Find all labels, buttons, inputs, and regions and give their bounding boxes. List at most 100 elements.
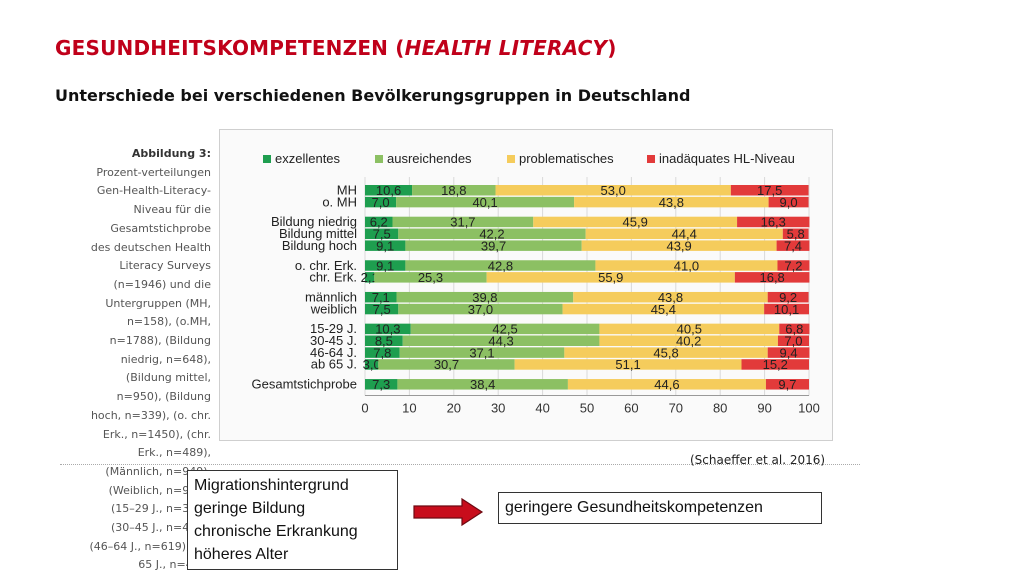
bar-segment — [776, 240, 810, 251]
data-label: 44,6 — [654, 377, 679, 392]
data-label: 37,0 — [468, 302, 493, 317]
data-label: 42,5 — [492, 322, 517, 337]
x-tick-label: 10 — [402, 401, 416, 416]
bar-segment — [595, 260, 778, 271]
bar-segment — [410, 323, 600, 335]
page-title: GESUNDHEITSKOMPETENZEN (HEALTH LITERACY) — [55, 36, 617, 60]
data-label: 5,8 — [787, 227, 805, 242]
data-label: 16,3 — [761, 215, 786, 230]
data-label: 25,3 — [418, 270, 443, 285]
bar-segment — [365, 303, 399, 315]
legend-swatch — [375, 155, 383, 163]
figure-caption: Abbildung 3: Prozent-verteilungen Gen-He… — [88, 145, 212, 575]
bar-segment — [397, 379, 568, 390]
bar-segment — [365, 335, 403, 346]
y-category-label: 30-45 J. — [310, 333, 357, 348]
risk-factors-box: Migrationshintergrund geringe Bildung ch… — [187, 470, 398, 570]
legend-label: exzellentes — [275, 151, 341, 166]
x-tick-label: 70 — [669, 401, 683, 416]
data-label: 45,9 — [623, 215, 648, 230]
legend-label: inadäquates HL-Niveau — [659, 151, 795, 166]
data-label: 6,2 — [370, 215, 388, 230]
x-tick-label: 30 — [491, 401, 505, 416]
factor-item: geringe Bildung — [194, 500, 306, 517]
bar-segment — [402, 335, 600, 346]
data-label: 3,0 — [363, 357, 381, 372]
data-label: 40,1 — [472, 195, 497, 210]
bar-segment — [365, 260, 406, 271]
data-label: 43,8 — [659, 195, 684, 210]
bar-segment — [737, 216, 810, 228]
bar-segment — [365, 379, 398, 390]
bar-segment — [599, 335, 778, 346]
bar-segment — [378, 359, 515, 370]
factor-item: Migrationshintergrund — [194, 477, 349, 494]
data-label: 15,2 — [763, 357, 788, 372]
data-label: 18,8 — [441, 183, 466, 198]
bar-segment — [767, 347, 810, 358]
caption-text: Prozent-verteilungen Gen-Health-Literacy… — [89, 165, 212, 572]
bar-segment — [365, 347, 400, 358]
bar-segment — [764, 303, 809, 315]
bar-segment — [567, 379, 766, 390]
data-label: 53,0 — [601, 183, 626, 198]
bar-segment — [585, 228, 783, 240]
bar-segment — [392, 216, 534, 228]
data-label: 9,0 — [780, 195, 798, 210]
data-label: 37,1 — [469, 345, 494, 360]
data-label: 40,5 — [677, 322, 702, 337]
y-category-label: chr. Erk. — [309, 270, 357, 285]
x-tick-label: 40 — [535, 401, 549, 416]
result-box: geringere Gesundheitskompetenzen — [498, 492, 822, 524]
bar-segment — [533, 216, 738, 228]
data-label: 55,9 — [598, 270, 623, 285]
data-label: 7,8 — [373, 345, 391, 360]
divider — [60, 464, 860, 465]
bar-segment — [365, 291, 397, 303]
data-label: 44,4 — [672, 227, 697, 242]
data-label: 8,5 — [375, 334, 393, 349]
bar-segment — [564, 347, 768, 358]
y-category-label: Bildung mittel — [279, 226, 357, 241]
bar-segment — [562, 303, 765, 315]
y-category-label: ab 65 J. — [311, 357, 357, 372]
bar-segment — [514, 359, 742, 370]
x-tick-label: 100 — [798, 401, 820, 416]
bar-segment — [768, 196, 809, 208]
legend-label: ausreichendes — [387, 151, 472, 166]
bar-segment — [581, 240, 777, 251]
data-label: 10,1 — [774, 302, 799, 317]
source-citation: (Schaeffer et al. 2016) — [690, 453, 826, 467]
data-label: 17,5 — [757, 183, 782, 198]
bar-segment — [405, 240, 582, 251]
data-label: 9,4 — [780, 345, 798, 360]
data-label: 16,8 — [759, 270, 784, 285]
data-label: 45,4 — [651, 302, 676, 317]
y-category-label: 46-64 J. — [310, 345, 357, 360]
bar-segment — [365, 272, 375, 283]
bar-segment — [412, 185, 496, 196]
y-category-label: weiblich — [310, 301, 357, 316]
bar-segment — [398, 228, 586, 240]
data-label: 51,1 — [615, 357, 640, 372]
page-subtitle: Unterschiede bei verschiedenen Bevölkeru… — [55, 86, 691, 105]
y-category-label: Bildung hoch — [282, 238, 357, 253]
data-label: 43,8 — [658, 290, 683, 305]
bar-segment — [365, 228, 399, 240]
data-label: 9,1 — [376, 258, 394, 273]
caption-label: Abbildung 3: — [131, 147, 211, 160]
bar-segment — [777, 260, 810, 271]
stacked-bar-chart: 0 10 20 30 40 50 60 70 80 90 100 exzellentes ausreic… — [252, 151, 820, 416]
bar-segment — [767, 291, 809, 303]
data-label: 9,7 — [778, 377, 796, 392]
data-label: 7,3 — [372, 377, 390, 392]
factor-item: höheres Alter — [194, 546, 289, 563]
data-label: 42,8 — [488, 258, 513, 273]
y-category-label: Bildung niedrig — [271, 214, 357, 229]
data-label: 41,0 — [674, 258, 699, 273]
data-label: 7,0 — [784, 334, 802, 349]
data-label: 10,3 — [375, 322, 400, 337]
bar-segment — [405, 260, 596, 271]
x-tick-label: 20 — [447, 401, 461, 416]
bar-segment — [765, 379, 809, 390]
